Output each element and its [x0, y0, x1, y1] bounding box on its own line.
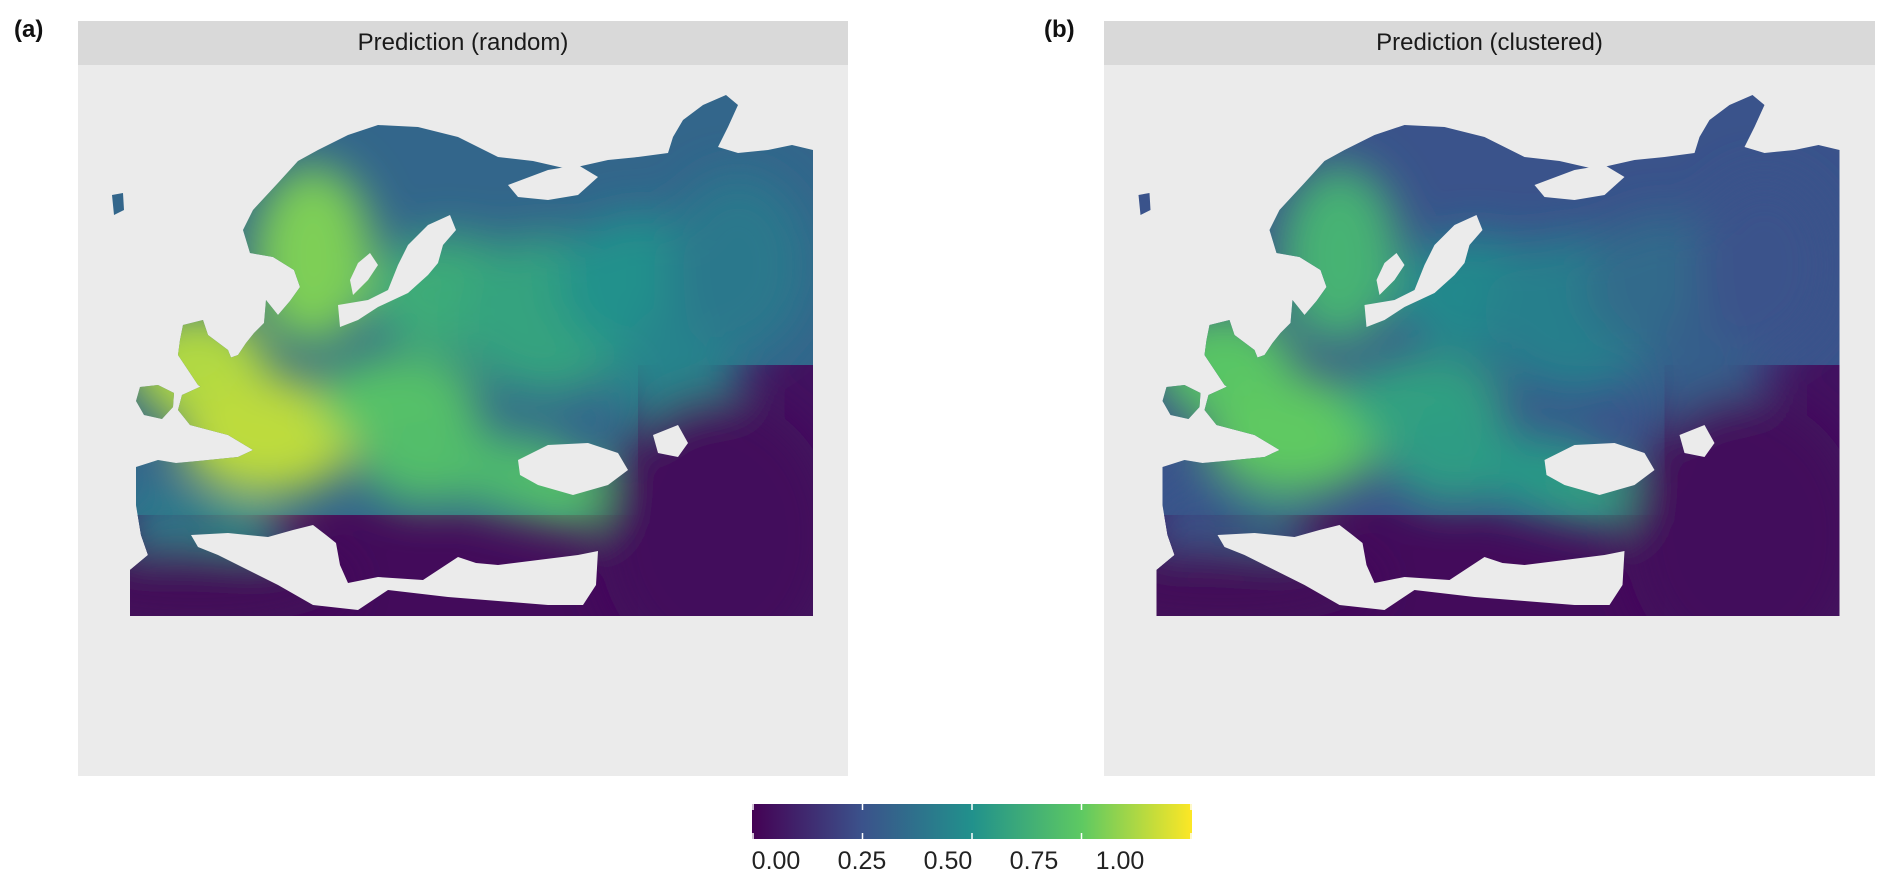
colorbar-tick-label: 1.00 [1095, 847, 1145, 875]
suitability-blob [1204, 375, 1385, 495]
inland-sea [350, 253, 378, 295]
inland-sea [1364, 215, 1483, 327]
inland-sea [653, 425, 688, 457]
prediction-map-a [112, 95, 813, 616]
suitability-blob [598, 395, 813, 616]
colorbar-tick-label: 0.00 [751, 847, 801, 875]
colorbar [752, 804, 1192, 839]
facet-strip-a: Prediction (random) [78, 21, 848, 65]
map-panel-a [78, 65, 848, 776]
panel-label-b: (b) [1044, 16, 1075, 43]
inland-sea [191, 525, 598, 610]
inland-sea [1679, 425, 1715, 457]
inland-sea [1534, 165, 1625, 200]
suitability-blob [1694, 175, 1835, 355]
map-panel-b [1104, 65, 1875, 776]
colorbar-tick-label: 0.75 [1009, 847, 1059, 875]
suitability-blob [1624, 395, 1840, 616]
sea-layer [1217, 165, 1715, 610]
panel-label-a: (a) [14, 16, 44, 43]
inland-sea [1544, 443, 1655, 495]
inland-sea [1217, 525, 1625, 610]
inland-sea [338, 215, 456, 327]
land-layer [1138, 95, 1840, 616]
sea-layer [191, 165, 688, 610]
suitability-blob [668, 175, 808, 355]
facet-title-a: Prediction (random) [357, 29, 569, 56]
facet-strip-b: Prediction (clustered) [1104, 21, 1875, 65]
suitability-blob [178, 375, 358, 495]
land-layer [112, 95, 813, 616]
inland-sea [518, 443, 628, 495]
colorbar-tick-label: 0.25 [837, 847, 887, 875]
inland-sea [508, 165, 598, 200]
facet-title-b: Prediction (clustered) [1376, 29, 1603, 56]
inland-sea [1376, 253, 1405, 295]
prediction-map-b [1138, 95, 1840, 616]
colorbar-tick-label: 0.50 [923, 847, 973, 875]
